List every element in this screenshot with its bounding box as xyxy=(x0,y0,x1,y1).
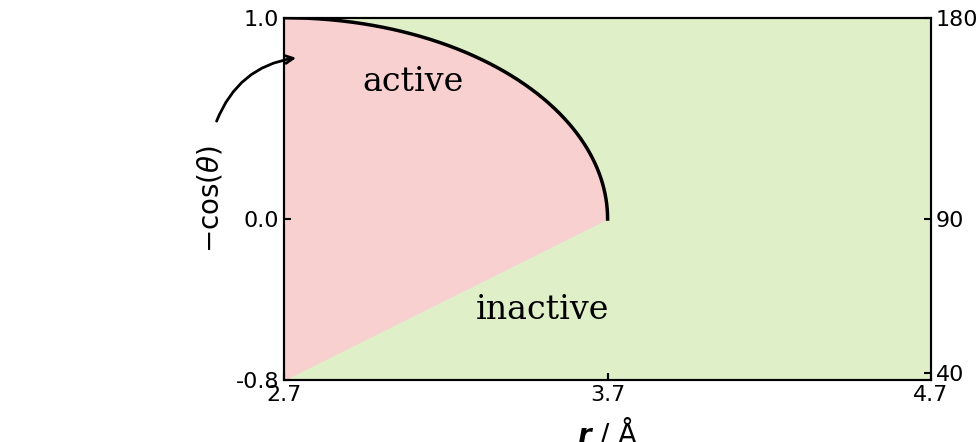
Y-axis label: $-\cos(\theta)$: $-\cos(\theta)$ xyxy=(196,145,224,253)
Text: active: active xyxy=(363,66,465,98)
X-axis label: $\boldsymbol{r}$ / Å: $\boldsymbol{r}$ / Å xyxy=(577,416,638,442)
Text: inactive: inactive xyxy=(476,293,610,326)
Polygon shape xyxy=(284,18,608,380)
